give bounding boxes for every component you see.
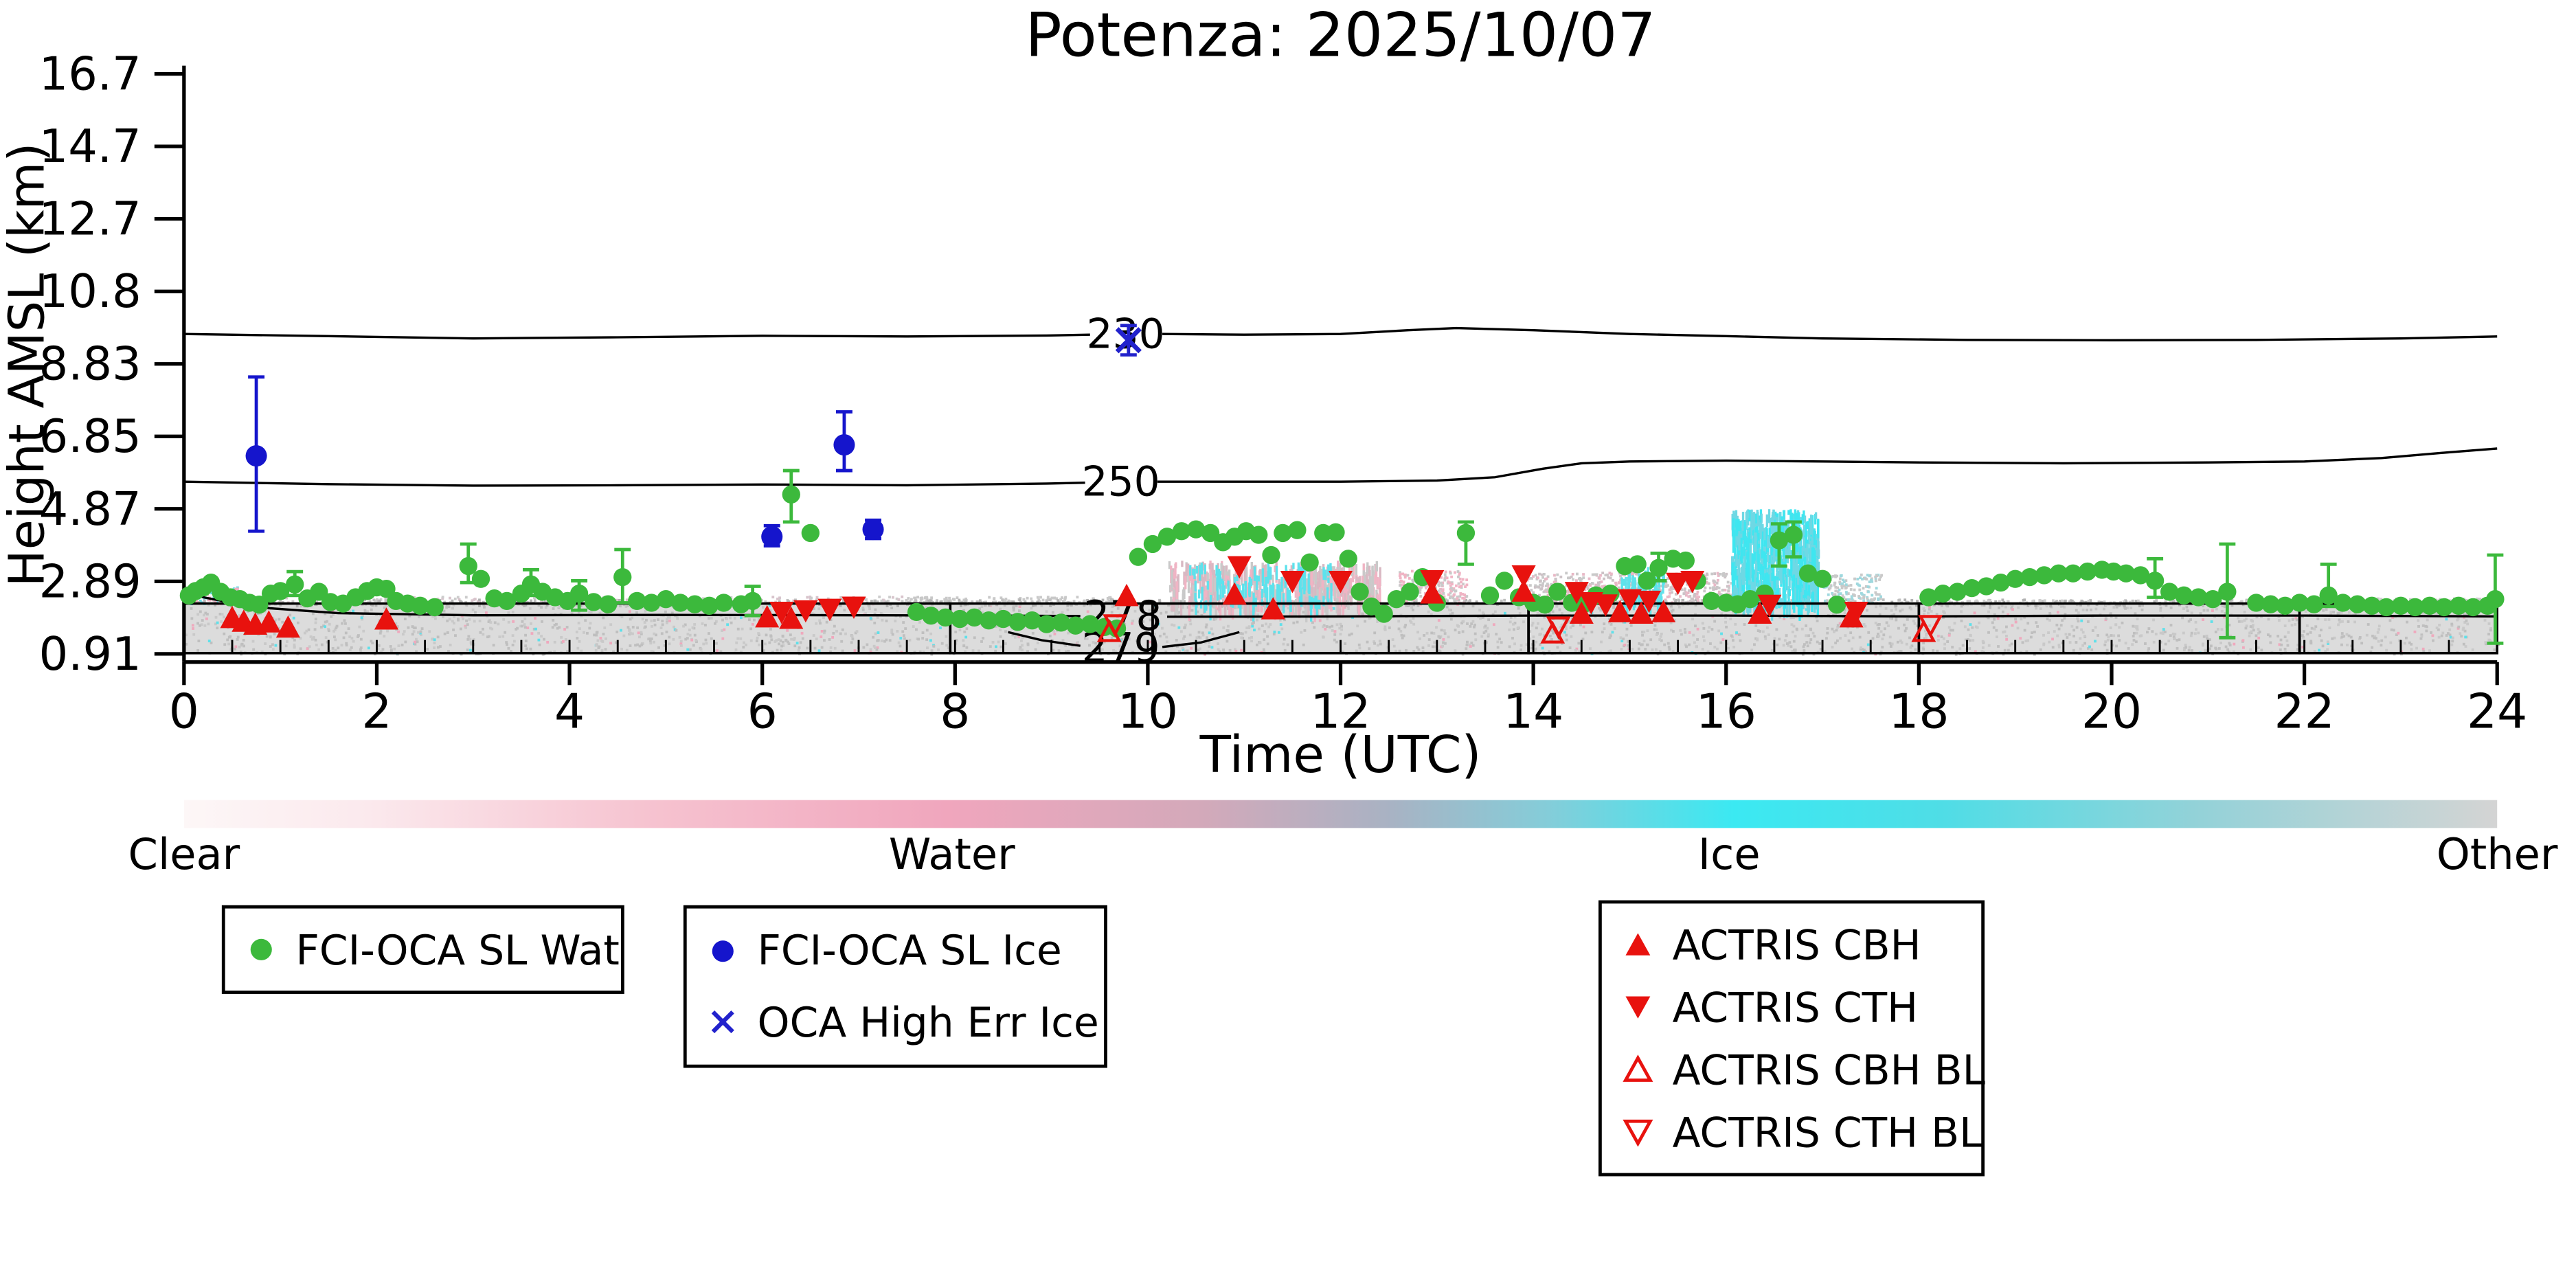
legend-item-actris-cbh-bl: ACTRIS CBH BL [1621,1038,1985,1100]
legend-box-actris: ACTRIS CBH ACTRIS CTH ACTRIS CBH BL ACTR… [1598,900,1985,1177]
colorbar-label-clear: Clear [128,831,240,881]
x-marker-icon [711,1010,734,1034]
legend-label-wat: FCI-OCA SL Wat [295,925,620,974]
triangle-up-open-icon [1623,1054,1653,1082]
legend-item-actris-cth-bl: ACTRIS CTH BL [1621,1100,1982,1163]
x-axis-label: Time (UTC) [1199,726,1482,786]
triangle-down-filled-icon [1625,996,1651,1019]
legend-label-high-err-ice: OCA High Err Ice [757,998,1099,1046]
triangle-up-filled-icon [1625,933,1651,956]
plot-area: 23025027827916.714.712.710.88.836.854.87… [39,47,2528,740]
classification-colorbar [183,800,2498,828]
water-circle-marker-icon [250,938,272,960]
colorbar-label-water: Water [888,831,1015,881]
legend-box-ice: FCI-OCA SL Ice OCA High Err Ice [683,905,1107,1068]
legend-item-actris-cbh: ACTRIS CBH [1621,914,1961,976]
legend-label-cth-bl: ACTRIS CTH BL [1672,1108,1982,1156]
colorbar-label-other: Other [2436,831,2558,881]
legend-label-cbh-bl: ACTRIS CBH BL [1672,1046,1985,1094]
legend-box-water: FCI-OCA SL Wat [221,905,624,994]
chart-title: Potenza: 2025/10/07 [1025,0,1656,71]
colorbar-labels: Clear Water Ice Other [128,831,2558,887]
legend-label-cth: ACTRIS CTH [1672,983,1919,1031]
colorbar-label-ice: Ice [1697,831,1761,881]
ice-circle-marker-icon [712,940,734,962]
triangle-down-open-icon [1623,1119,1653,1147]
legend-item-oca-high-err-ice: OCA High Err Ice [706,986,1099,1058]
legend-label-ice: FCI-OCA SL Ice [757,927,1062,975]
legend-label-cbh: ACTRIS CBH [1672,920,1921,969]
legend-item-fci-oca-sl-ice: FCI-OCA SL Ice [706,915,1084,986]
legend-item-actris-cth: ACTRIS CTH [1621,976,1961,1039]
legend-item-fci-oca-sl-wat: FCI-OCA SL Wat [245,915,620,984]
